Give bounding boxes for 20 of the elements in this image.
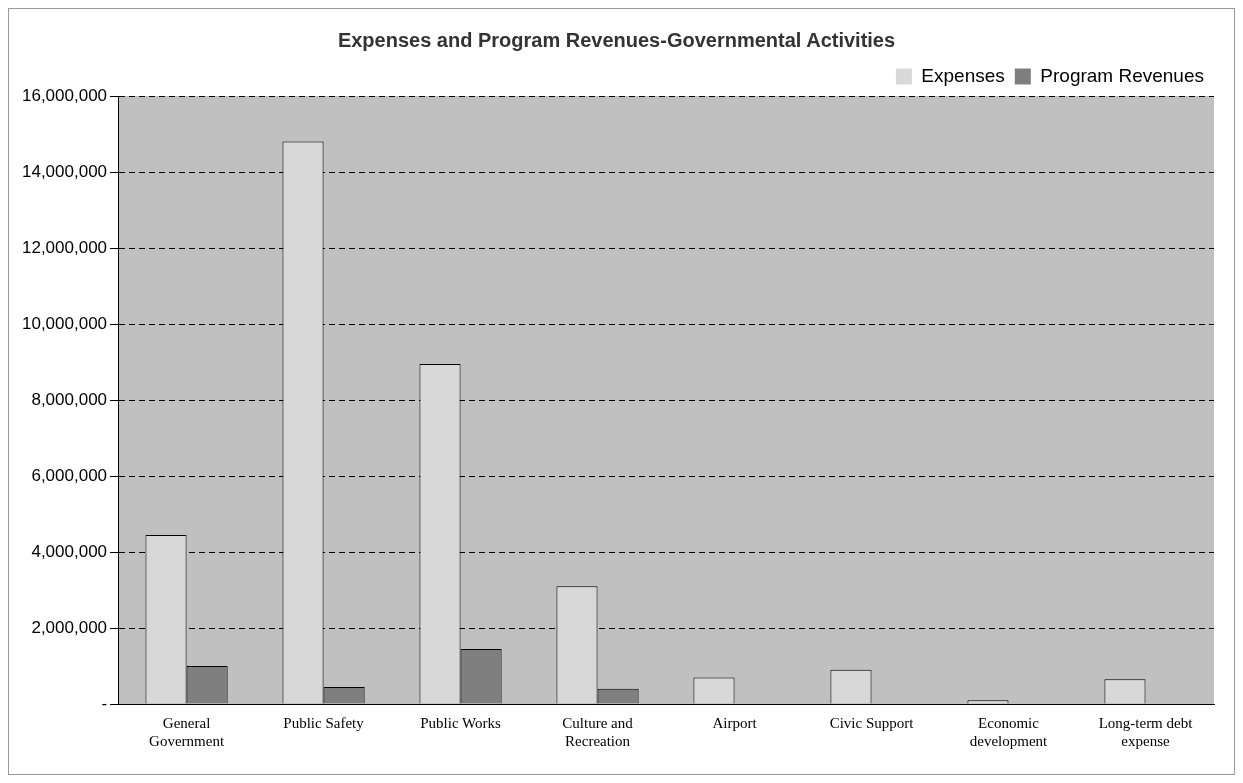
legend-label: Expenses xyxy=(921,64,1005,86)
x-tick-label: Economic development xyxy=(969,714,1049,749)
y-tick-label: 6,000,000 xyxy=(31,465,108,485)
y-tick-label: 10,000,000 xyxy=(21,313,108,333)
y-tick-label: - xyxy=(101,693,108,713)
x-tick-label: Airport xyxy=(712,714,758,731)
y-tick-label: 12,000,000 xyxy=(21,237,108,257)
x-tick-label: General Government xyxy=(149,714,225,749)
chart-title: Expenses and Program Revenues-Governmental Activities xyxy=(337,28,896,51)
y-tick-label: 16,000,000 xyxy=(21,85,108,105)
y-tick-label: 8,000,000 xyxy=(31,389,108,409)
legend-label: Program Revenues xyxy=(1040,64,1205,86)
y-tick-label: 14,000,000 xyxy=(21,161,108,181)
x-tick-label: Public Works xyxy=(420,714,502,731)
y-tick-label: 2,000,000 xyxy=(31,617,108,637)
x-tick-label: Civic Support xyxy=(829,714,915,731)
x-tick-label: Public Safety xyxy=(283,714,365,731)
x-tick-label: Culture and Recreation xyxy=(562,714,634,749)
y-tick-label: 4,000,000 xyxy=(31,541,108,561)
x-tick-label: Long-term debt expense xyxy=(1098,714,1194,749)
